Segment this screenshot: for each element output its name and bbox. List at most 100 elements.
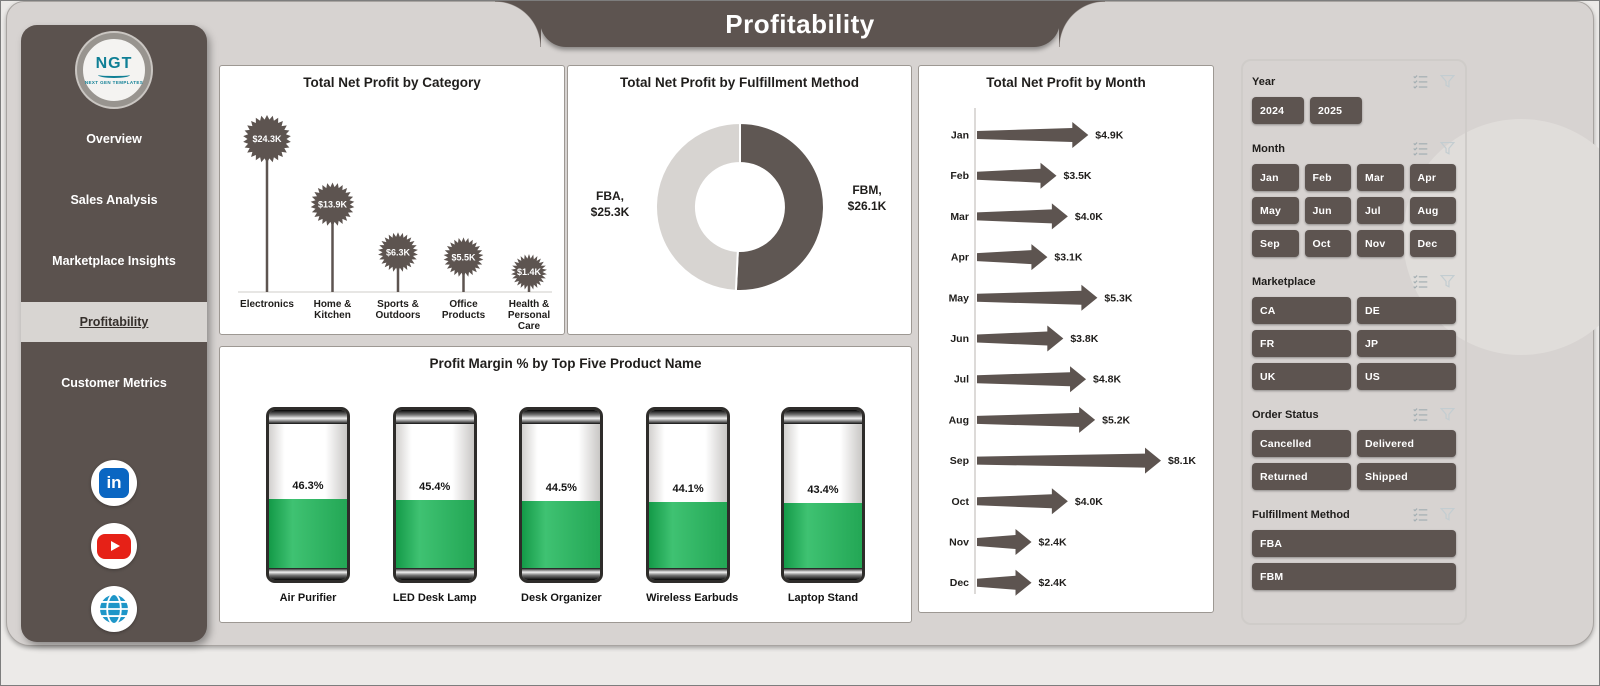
svg-text:$4.8K: $4.8K bbox=[1093, 374, 1121, 386]
svg-text:Office: Office bbox=[449, 299, 478, 310]
filter-option-month-nov[interactable]: Nov bbox=[1357, 230, 1404, 257]
linkedin-icon: in bbox=[99, 468, 129, 498]
filter-label: Fulfillment Method bbox=[1252, 508, 1350, 521]
chart-title: Total Net Profit by Category bbox=[303, 75, 481, 90]
banner-wing-right bbox=[1059, 1, 1105, 47]
filter-label: Year bbox=[1252, 75, 1276, 88]
sidebar-item-customer-metrics[interactable]: Customer Metrics bbox=[21, 363, 207, 403]
select-all-icon[interactable] bbox=[1412, 273, 1429, 290]
filter-funnel-icon[interactable] bbox=[1439, 273, 1456, 290]
svg-text:$5.2K: $5.2K bbox=[1102, 414, 1130, 426]
filter-option-order-status-shipped[interactable]: Shipped bbox=[1357, 463, 1456, 490]
filter-option-year-2024[interactable]: 2024 bbox=[1252, 97, 1304, 124]
select-all-icon[interactable] bbox=[1412, 73, 1429, 90]
filter-option-month-aug[interactable]: Aug bbox=[1409, 197, 1456, 224]
filter-option-order-status-returned[interactable]: Returned bbox=[1252, 463, 1351, 490]
filter-funnel-icon[interactable] bbox=[1439, 406, 1456, 423]
filter-funnel-icon[interactable] bbox=[1439, 73, 1456, 90]
svg-text:FBA,: FBA, bbox=[596, 189, 624, 203]
battery-label: LED Desk Lamp bbox=[392, 592, 477, 604]
select-all-icon[interactable] bbox=[1412, 406, 1429, 423]
battery-fill bbox=[783, 502, 862, 568]
filter-option-marketplace-fr[interactable]: FR bbox=[1252, 330, 1351, 357]
filter-option-month-jul[interactable]: Jul bbox=[1357, 197, 1404, 224]
battery-value: 43.4% bbox=[807, 483, 839, 496]
sidebar-item-marketplace-insights[interactable]: Marketplace Insights bbox=[21, 241, 207, 281]
filter-option-month-oct[interactable]: Oct bbox=[1304, 230, 1351, 257]
filter-option-marketplace-uk[interactable]: UK bbox=[1252, 363, 1351, 390]
filter-option-marketplace-ca[interactable]: CA bbox=[1252, 297, 1351, 324]
filter-option-marketplace-jp[interactable]: JP bbox=[1357, 330, 1456, 357]
svg-text:May: May bbox=[949, 292, 970, 304]
filter-option-marketplace-us[interactable]: US bbox=[1357, 363, 1456, 390]
svg-text:$6.3K: $6.3K bbox=[386, 248, 411, 258]
filter-option-month-apr[interactable]: Apr bbox=[1409, 164, 1456, 191]
battery-label: Laptop Stand bbox=[787, 592, 859, 604]
svg-text:$5.3K: $5.3K bbox=[1104, 292, 1132, 304]
filter-option-order-status-cancelled[interactable]: Cancelled bbox=[1252, 430, 1351, 457]
filter-icons bbox=[1412, 506, 1456, 523]
sidebar-nav: Overview Sales Analysis Marketplace Insigh… bbox=[21, 119, 207, 424]
filter-funnel-icon[interactable] bbox=[1439, 140, 1456, 157]
sidebar-item-overview[interactable]: Overview bbox=[21, 119, 207, 159]
svg-text:$3.5K: $3.5K bbox=[1064, 170, 1092, 182]
svg-text:$25.3K: $25.3K bbox=[591, 205, 630, 219]
filter-header: Month bbox=[1252, 140, 1456, 157]
sidebar-item-label: Customer Metrics bbox=[61, 376, 167, 390]
ngt-logo: NGT NEXT GEN TEMPLATES bbox=[77, 33, 151, 107]
filter-option-month-mar[interactable]: Mar bbox=[1357, 164, 1404, 191]
chart-net-profit-by-month: Total Net Profit by Month Jan $4.9K Feb $3.… bbox=[918, 65, 1214, 613]
website-link[interactable] bbox=[91, 586, 137, 632]
battery-cap-top bbox=[783, 410, 862, 424]
battery-gauge: 43.4% bbox=[780, 407, 865, 583]
svg-text:Care: Care bbox=[518, 321, 541, 332]
lollipop-chart: $24.3K Electronics $13.9K Home &Kitchen $6.3… bbox=[238, 115, 552, 332]
filter-option-month-sep[interactable]: Sep bbox=[1252, 230, 1299, 257]
battery-cap-top bbox=[649, 410, 728, 424]
filter-option-marketplace-de[interactable]: DE bbox=[1357, 297, 1456, 324]
filter-option-month-feb[interactable]: Feb bbox=[1304, 164, 1351, 191]
svg-text:Outdoors: Outdoors bbox=[376, 310, 421, 321]
filter-option-year-2025[interactable]: 2025 bbox=[1310, 97, 1362, 124]
battery-value: 45.4% bbox=[419, 480, 451, 493]
svg-text:Electronics: Electronics bbox=[240, 299, 294, 310]
globe-icon bbox=[98, 593, 130, 625]
svg-text:$4.0K: $4.0K bbox=[1075, 496, 1103, 508]
svg-text:$4.9K: $4.9K bbox=[1095, 130, 1123, 142]
svg-text:Home &: Home & bbox=[314, 299, 352, 310]
select-all-icon[interactable] bbox=[1412, 506, 1429, 523]
battery-label: Wireless Earbuds bbox=[646, 592, 739, 604]
svg-text:Oct: Oct bbox=[951, 496, 969, 508]
sidebar: NGT NEXT GEN TEMPLATES Overview Sales Ana… bbox=[21, 25, 207, 642]
sidebar-item-label: Marketplace Insights bbox=[52, 254, 176, 268]
youtube-link[interactable] bbox=[91, 523, 137, 569]
battery-label: Desk Organizer bbox=[521, 592, 602, 604]
filter-option-fulfillment-method-fba[interactable]: FBA bbox=[1252, 530, 1456, 557]
filter-option-month-jun[interactable]: Jun bbox=[1304, 197, 1351, 224]
battery-gauge: 45.4% bbox=[392, 407, 477, 583]
filter-group-year: Year 2024 2025 bbox=[1252, 73, 1456, 124]
linkedin-link[interactable]: in bbox=[91, 460, 137, 506]
battery-fill bbox=[522, 501, 601, 568]
filter-option-order-status-delivered[interactable]: Delivered bbox=[1357, 430, 1456, 457]
sidebar-item-profitability[interactable]: Profitability bbox=[21, 302, 207, 342]
svg-text:Jan: Jan bbox=[951, 130, 969, 142]
sidebar-item-sales-analysis[interactable]: Sales Analysis bbox=[21, 180, 207, 220]
logo-tagline: NEXT GEN TEMPLATES bbox=[84, 79, 144, 85]
filter-option-fulfillment-method-fbm[interactable]: FBM bbox=[1252, 563, 1456, 590]
select-all-icon[interactable] bbox=[1412, 140, 1429, 157]
svg-text:Products: Products bbox=[442, 310, 486, 321]
battery-cap-bottom bbox=[522, 568, 601, 580]
battery-fill bbox=[395, 499, 474, 568]
filter-option-month-jan[interactable]: Jan bbox=[1252, 164, 1299, 191]
svg-text:Nov: Nov bbox=[949, 537, 969, 549]
svg-text:Kitchen: Kitchen bbox=[314, 310, 351, 321]
svg-text:$13.9K: $13.9K bbox=[318, 200, 348, 210]
sidebar-item-label: Profitability bbox=[79, 315, 149, 329]
battery-wireless-earbuds: 44.1% Wireless Earbuds bbox=[646, 407, 738, 604]
filter-option-month-may[interactable]: May bbox=[1252, 197, 1299, 224]
battery-fill bbox=[269, 498, 347, 568]
chart-net-profit-by-fulfillment: Total Net Profit by Fulfillment Method F… bbox=[567, 65, 912, 335]
filter-option-month-dec[interactable]: Dec bbox=[1409, 230, 1456, 257]
filter-funnel-icon[interactable] bbox=[1439, 506, 1456, 523]
